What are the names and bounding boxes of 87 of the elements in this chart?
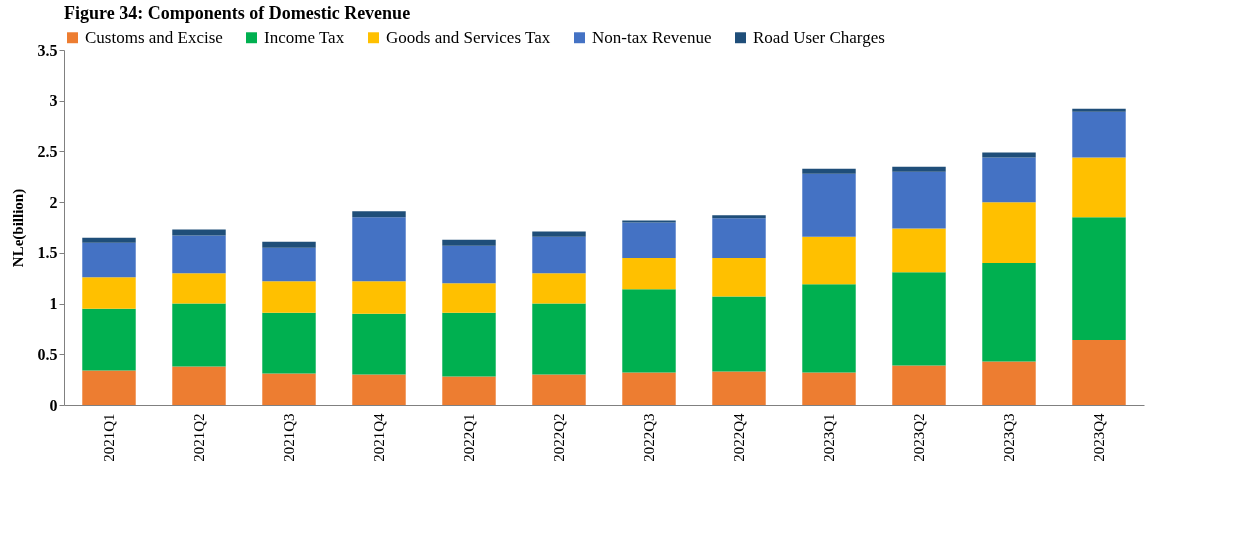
y-tick-label: 0.5 [37, 345, 58, 363]
bar [1072, 111, 1126, 158]
bar [712, 218, 766, 258]
bar [262, 281, 316, 313]
y-axis-title: NLe(billion) [9, 188, 27, 268]
bar [442, 245, 496, 284]
bar [442, 283, 496, 313]
bar [892, 365, 946, 405]
bar [532, 303, 586, 375]
bar [352, 211, 406, 218]
bar [262, 241, 316, 248]
chart-title: Figure 34: Components of Domestic Revenue [64, 3, 411, 23]
bar [1072, 217, 1126, 341]
legend-label: Non-tax Revenue [592, 27, 712, 47]
bar [442, 376, 496, 405]
bar [802, 284, 856, 373]
bar [532, 231, 586, 237]
bar [712, 296, 766, 372]
bar [442, 239, 496, 246]
bar [802, 168, 856, 174]
bar [172, 235, 226, 274]
bar [892, 272, 946, 366]
bar [892, 166, 946, 172]
bar [622, 220, 676, 223]
bar [622, 372, 676, 405]
bar [352, 374, 406, 405]
legend-label: Customs and Excise [85, 27, 223, 47]
bar [1072, 157, 1126, 218]
bar [532, 374, 586, 405]
x-tick-label: 2023Q1 [821, 413, 837, 462]
y-tick-label: 1.5 [37, 244, 58, 262]
bar [802, 372, 856, 405]
y-tick-label: 1 [49, 295, 58, 313]
bar [982, 263, 1036, 362]
bar [82, 308, 136, 371]
bar [622, 222, 676, 258]
bar [622, 289, 676, 373]
bar [172, 229, 226, 236]
bar [262, 312, 316, 374]
bar [172, 273, 226, 304]
bar [352, 281, 406, 314]
bar [532, 236, 586, 274]
x-tick-label: 2021Q3 [281, 413, 297, 462]
bar [262, 373, 316, 405]
bar [802, 236, 856, 285]
legend-label: Goods and Services Tax [386, 27, 551, 47]
bar [172, 366, 226, 405]
y-tick-label: 2.5 [37, 142, 58, 160]
bar [82, 277, 136, 309]
legend-label: Road User Charges [753, 27, 885, 47]
y-tick-label: 3.5 [37, 41, 58, 59]
bar [712, 257, 766, 297]
bar [982, 157, 1036, 203]
bar [532, 273, 586, 304]
y-tick-label: 0 [49, 396, 58, 414]
y-tick-label: 3 [49, 92, 58, 110]
bar [622, 257, 676, 290]
x-tick-label: 2021Q4 [371, 413, 387, 462]
bar [352, 313, 406, 375]
bar [172, 303, 226, 367]
x-tick-label: 2021Q1 [101, 413, 117, 462]
bar [1072, 340, 1126, 405]
x-tick-label: 2021Q2 [191, 413, 207, 462]
x-tick-label: 2023Q2 [911, 413, 927, 462]
bar [352, 217, 406, 282]
bar [892, 228, 946, 273]
x-tick-label: 2022Q4 [731, 413, 747, 462]
x-tick-label: 2022Q1 [461, 413, 477, 462]
x-tick-label: 2023Q3 [1001, 413, 1017, 462]
y-tick-label: 2 [49, 193, 58, 211]
x-tick-label: 2022Q2 [551, 413, 567, 462]
x-tick-label: 2022Q3 [641, 413, 657, 462]
bar [982, 152, 1036, 158]
bar [442, 312, 496, 377]
bar [82, 242, 136, 278]
bar [82, 370, 136, 405]
bar [982, 202, 1036, 263]
bar [712, 215, 766, 219]
legend-label: Income Tax [264, 27, 345, 47]
bar [1072, 108, 1126, 112]
x-tick-label: 2023Q4 [1091, 413, 1107, 462]
bar [982, 361, 1036, 405]
bar [892, 171, 946, 229]
bar [802, 173, 856, 237]
bar [82, 237, 136, 243]
bar [262, 247, 316, 282]
bar [712, 371, 766, 405]
